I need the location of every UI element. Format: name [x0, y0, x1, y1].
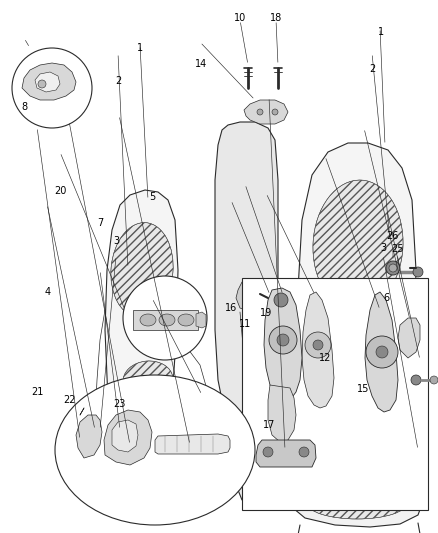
- Text: 22: 22: [63, 395, 75, 405]
- Circle shape: [386, 261, 400, 275]
- Circle shape: [257, 109, 263, 115]
- Circle shape: [376, 346, 388, 358]
- Text: 23: 23: [113, 399, 125, 409]
- Polygon shape: [22, 63, 76, 100]
- Ellipse shape: [159, 314, 175, 326]
- Polygon shape: [264, 288, 302, 402]
- Ellipse shape: [111, 223, 173, 317]
- Circle shape: [413, 267, 423, 277]
- Ellipse shape: [55, 375, 255, 525]
- Polygon shape: [133, 310, 198, 330]
- Polygon shape: [365, 292, 398, 412]
- Text: 18: 18: [270, 13, 282, 23]
- Polygon shape: [35, 72, 60, 92]
- Circle shape: [299, 447, 309, 457]
- Text: 17: 17: [263, 421, 276, 430]
- Text: 7: 7: [97, 218, 103, 228]
- Circle shape: [305, 332, 331, 358]
- Text: 6: 6: [384, 294, 390, 303]
- Text: 19: 19: [260, 308, 272, 318]
- Circle shape: [269, 326, 297, 354]
- Polygon shape: [76, 415, 102, 458]
- Text: 21: 21: [31, 387, 43, 397]
- Ellipse shape: [112, 426, 184, 454]
- Circle shape: [313, 340, 323, 350]
- Circle shape: [366, 336, 398, 368]
- Circle shape: [389, 264, 397, 272]
- Ellipse shape: [123, 361, 173, 399]
- Circle shape: [12, 48, 92, 128]
- Polygon shape: [244, 100, 288, 124]
- Text: 2: 2: [115, 76, 121, 86]
- Text: 4: 4: [44, 287, 50, 297]
- Polygon shape: [196, 312, 206, 328]
- Text: 1: 1: [137, 43, 143, 53]
- Text: 26: 26: [387, 231, 399, 240]
- Circle shape: [272, 109, 278, 115]
- Text: 8: 8: [21, 102, 27, 111]
- Text: 12: 12: [319, 353, 331, 363]
- Polygon shape: [298, 143, 416, 490]
- Polygon shape: [215, 122, 278, 500]
- Polygon shape: [302, 292, 334, 408]
- Text: 2: 2: [369, 64, 375, 74]
- Text: 20: 20: [54, 186, 67, 196]
- Polygon shape: [155, 434, 230, 454]
- Ellipse shape: [307, 487, 407, 519]
- FancyBboxPatch shape: [242, 278, 428, 510]
- Circle shape: [38, 80, 46, 88]
- Polygon shape: [95, 413, 202, 465]
- Text: 10: 10: [234, 13, 246, 23]
- Ellipse shape: [319, 362, 401, 467]
- Text: 3: 3: [113, 236, 119, 246]
- Circle shape: [430, 376, 438, 384]
- Text: 15: 15: [357, 384, 370, 394]
- Ellipse shape: [178, 314, 194, 326]
- Polygon shape: [112, 420, 138, 452]
- Circle shape: [123, 276, 207, 360]
- Text: 5: 5: [149, 192, 155, 202]
- Polygon shape: [398, 318, 420, 358]
- Text: 11: 11: [239, 319, 251, 328]
- Circle shape: [411, 375, 421, 385]
- Circle shape: [274, 293, 288, 307]
- Text: 1: 1: [378, 27, 384, 37]
- Circle shape: [277, 334, 289, 346]
- Text: 14: 14: [194, 59, 207, 69]
- Ellipse shape: [313, 180, 403, 310]
- Text: 3: 3: [380, 243, 386, 253]
- Circle shape: [263, 447, 273, 457]
- Polygon shape: [290, 475, 422, 527]
- Polygon shape: [105, 190, 178, 422]
- Ellipse shape: [140, 314, 156, 326]
- Polygon shape: [104, 410, 152, 465]
- Polygon shape: [268, 385, 296, 442]
- Polygon shape: [256, 440, 316, 467]
- Text: 25: 25: [392, 244, 404, 254]
- Polygon shape: [236, 280, 264, 312]
- Text: 16: 16: [225, 303, 237, 313]
